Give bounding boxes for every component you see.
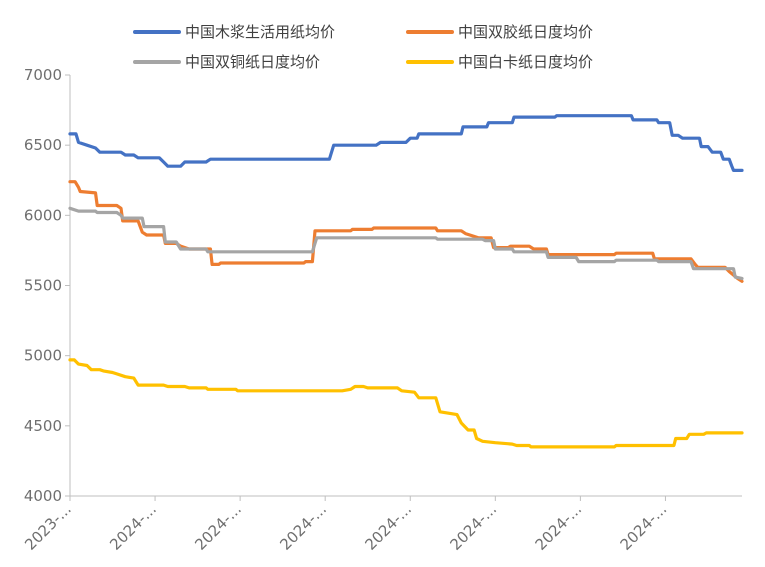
series-line-4 [68,358,744,449]
x-tick-label: 2024-... [446,500,500,554]
x-tick-label: 2024-... [361,500,415,554]
series-line-3 [68,206,744,281]
x-tick-label: 2024-... [276,500,330,554]
y-tick-label: 4500 [24,417,62,435]
x-tick-label: 2024-... [191,500,245,554]
y-tick-label: 4000 [24,487,62,505]
y-tick-label: 6000 [24,206,62,224]
y-tick-label: 6500 [24,136,62,154]
series-line-1 [68,114,744,172]
x-tick-label: 2024-... [106,500,160,554]
y-tick-label: 5000 [24,347,62,365]
legend-label-3: 中国双铜纸日度均价 [185,53,320,71]
legend-label-2: 中国双胶纸日度均价 [458,23,593,41]
y-axis: 4000 4500 5000 5500 6000 6500 7000 [24,66,71,505]
legend-label-1: 中国木浆生活用纸均价 [185,23,335,41]
x-tick-label: 2024-... [617,500,671,554]
series-layer [68,114,744,449]
y-tick-label: 5500 [24,277,62,295]
y-tick-label: 7000 [24,66,62,84]
x-axis: 2023-... 2024-... 2024-... 2024-... 2024-...… [21,495,742,554]
legend-label-4: 中国白卡纸日度均价 [458,53,593,71]
series-line-2 [68,180,744,283]
x-tick-label: 2024-... [532,500,586,554]
x-tick-label: 2023-... [21,500,75,554]
